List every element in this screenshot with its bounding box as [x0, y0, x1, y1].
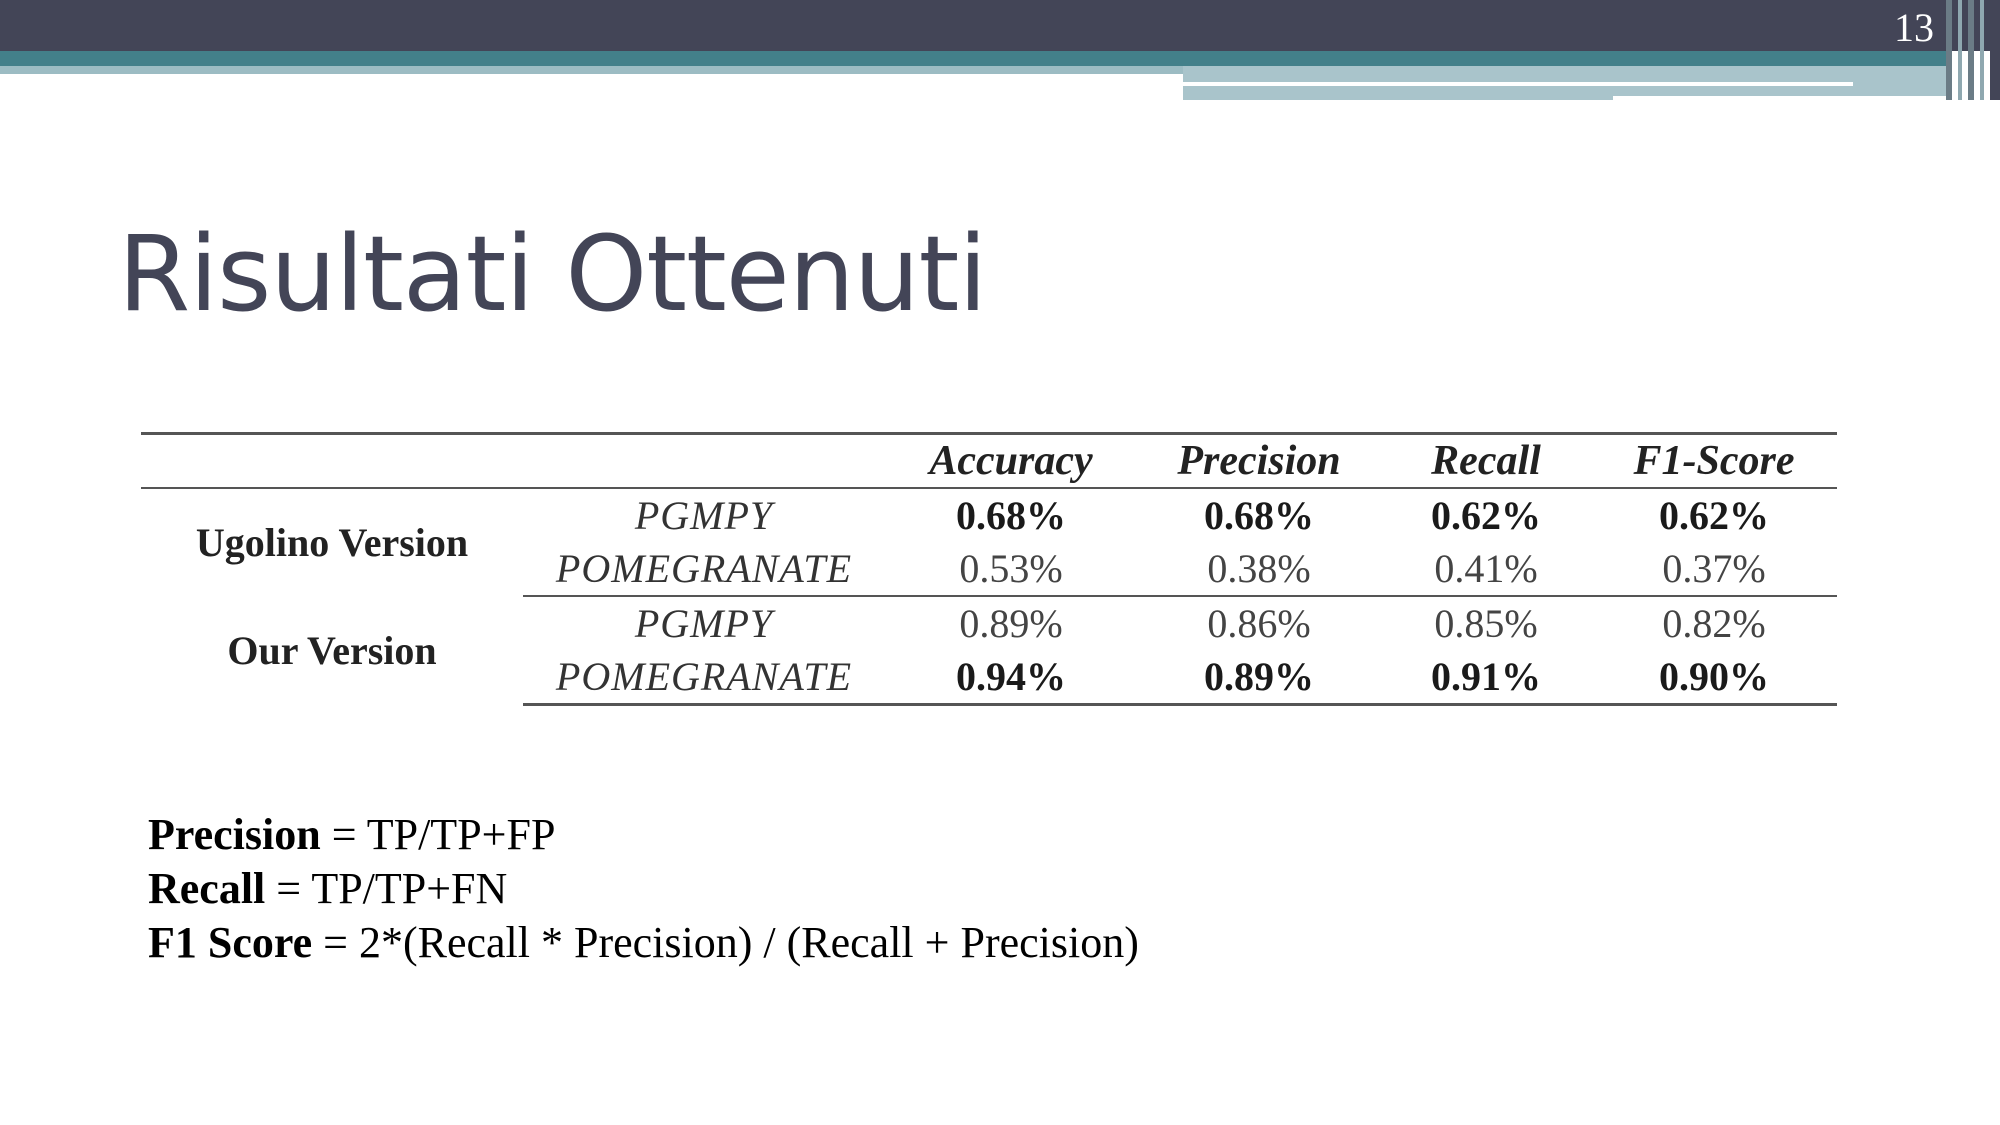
- recall-value: 0.91%: [1381, 650, 1591, 706]
- group-label: Our Version: [227, 627, 437, 673]
- precision-value: 0.38%: [1137, 542, 1381, 597]
- f1-score-value: 0.82%: [1662, 601, 1766, 646]
- table-row: POMEGRANATE 0.94% 0.89% 0.91% 0.90%: [141, 650, 1837, 706]
- f1-score-value: 0.90%: [1591, 650, 1837, 706]
- precision-value: 0.89%: [1137, 650, 1381, 706]
- header-band-dark: [0, 0, 2000, 51]
- recall-value: 0.62%: [1431, 493, 1541, 538]
- table-row: Ugolino Version PGMPY 0.68% 0.68% 0.62% …: [141, 488, 1837, 565]
- column-header-f1-score: F1-Score: [1591, 432, 1837, 489]
- header-band-light-left: [0, 66, 1183, 74]
- table-group-ugolino: Ugolino Version PGMPY 0.68% 0.68% 0.62% …: [141, 488, 1837, 597]
- recall-value: 0.41%: [1381, 542, 1591, 597]
- model-name: POMEGRANATE: [523, 542, 885, 597]
- recall-value: 0.85%: [1434, 601, 1538, 646]
- formula-expression: = TP/TP+FP: [320, 810, 556, 859]
- precision-value: 0.86%: [1207, 601, 1311, 646]
- header-band-teal: [0, 51, 1946, 66]
- table-row: POMEGRANATE 0.53% 0.38% 0.41% 0.37%: [141, 542, 1837, 597]
- f1-score-value: 0.37%: [1591, 542, 1837, 597]
- header-divider-line: [1183, 82, 1853, 86]
- table-header-row: Accuracy Precision Recall F1-Score: [141, 432, 1837, 489]
- accuracy-value: 0.94%: [885, 650, 1137, 706]
- header-divider-line-short: [1613, 96, 1946, 100]
- results-table: Accuracy Precision Recall F1-Score Ugoli…: [141, 432, 1837, 706]
- edge-stripes: [1946, 0, 2000, 100]
- formula-recall: Recall = TP/TP+FN: [148, 862, 1139, 916]
- table-row: Our Version PGMPY 0.89% 0.86% 0.85% 0.82…: [141, 596, 1837, 673]
- table-group-our-version: Our Version PGMPY 0.89% 0.86% 0.85% 0.82…: [141, 596, 1837, 706]
- formula-term: F1 Score: [148, 918, 313, 967]
- formula-precision: Precision = TP/TP+FP: [148, 808, 1139, 862]
- formula-term: Precision: [148, 810, 321, 859]
- model-name: POMEGRANATE: [523, 650, 885, 706]
- formula-term: Recall: [148, 864, 266, 913]
- page-title: Risultati Ottenuti: [118, 213, 987, 335]
- accuracy-value: 0.68%: [956, 493, 1066, 538]
- formula-list: Precision = TP/TP+FP Recall = TP/TP+FN F…: [148, 808, 1139, 970]
- formula-expression: = TP/TP+FN: [265, 864, 508, 913]
- model-name: PGMPY: [634, 601, 774, 646]
- formula-f1-score: F1 Score = 2*(Recall * Precision) / (Rec…: [148, 916, 1139, 970]
- header-empty-model: [523, 432, 885, 489]
- model-name: PGMPY: [634, 493, 774, 538]
- accuracy-value: 0.89%: [959, 601, 1063, 646]
- accuracy-value: 0.53%: [885, 542, 1137, 597]
- column-header-accuracy: Accuracy: [885, 432, 1137, 489]
- f1-score-value: 0.62%: [1659, 493, 1769, 538]
- slide-number: 13: [1894, 5, 1934, 50]
- column-header-precision: Precision: [1137, 432, 1381, 489]
- column-header-recall: Recall: [1381, 432, 1591, 489]
- formula-expression: = 2*(Recall * Precision) / (Recall + Pre…: [312, 918, 1139, 967]
- header-empty-group: [141, 432, 523, 489]
- precision-value: 0.68%: [1204, 493, 1314, 538]
- group-label: Ugolino Version: [195, 520, 469, 565]
